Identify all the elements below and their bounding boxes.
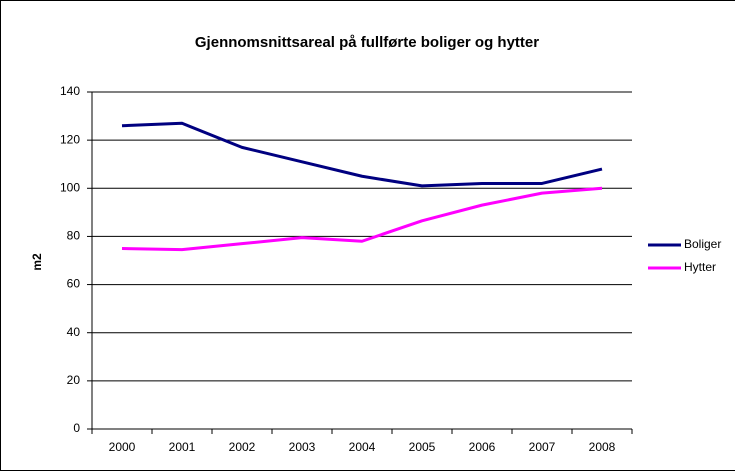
legend-label: Hytter xyxy=(684,260,716,274)
data-line xyxy=(121,186,603,252)
y-tick-label: 60 xyxy=(67,277,81,291)
y-tick-label: 0 xyxy=(73,421,80,435)
y-axis-label: m2 xyxy=(30,253,44,271)
y-tick-label: 40 xyxy=(67,325,81,339)
y-tick-label: 140 xyxy=(60,84,80,98)
x-tick-label: 2006 xyxy=(469,440,496,454)
x-tick-label: 2007 xyxy=(529,440,556,454)
data-line xyxy=(121,121,603,188)
y-tick-label: 20 xyxy=(67,373,81,387)
x-tick-label: 2000 xyxy=(109,440,136,454)
x-tick-label: 2002 xyxy=(229,440,256,454)
x-tick-label: 2005 xyxy=(409,440,436,454)
x-tick-label: 2001 xyxy=(169,440,196,454)
y-tick-label: 120 xyxy=(60,132,80,146)
chart-title: Gjennomsnittsareal på fullførte boliger … xyxy=(195,34,539,51)
x-tick-label: 2003 xyxy=(289,440,316,454)
y-tick-label: 100 xyxy=(60,180,80,194)
x-tick-label: 2008 xyxy=(589,440,616,454)
y-tick-label: 80 xyxy=(67,229,81,243)
x-tick-label: 2004 xyxy=(349,440,376,454)
legend-label: Boliger xyxy=(684,237,721,251)
